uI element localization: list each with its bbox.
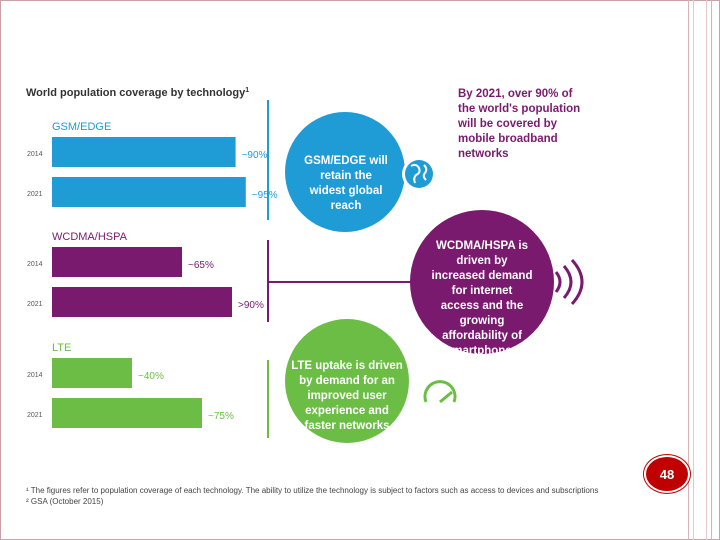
bar-year-2-0: 2014: [27, 372, 43, 379]
bar-value-label-2-0: ~40%: [138, 371, 164, 382]
chart-title: World population coverage by technology1: [26, 87, 249, 99]
callout-circle-wcdma: [410, 210, 554, 354]
footnote-2: ² GSA (October 2015): [26, 497, 104, 506]
callout-circle-lte: [285, 319, 409, 443]
signal-wave-icon-3: [570, 258, 584, 306]
bar-value-label-1-1: >90%: [238, 300, 264, 311]
bar-0-0: [52, 137, 236, 167]
bar-year-0-0: 2014: [27, 151, 43, 158]
bar-year-1-1: 2021: [27, 301, 43, 308]
bar-1-0: [52, 247, 182, 277]
page-number-badge: 48: [644, 455, 690, 493]
speedometer-icon: [423, 380, 457, 403]
speedometer-needle: [439, 390, 453, 404]
bar-2-1: [52, 398, 202, 428]
callout-text-wcdma: WCDMA/HSPA is driven by increased demand fo…: [432, 240, 533, 357]
callout-text-gsm: GSM/EDGE will retain the widest global reac…: [304, 155, 388, 212]
bar-year-0-1: 2021: [27, 191, 43, 198]
signal-wave-icon-1: [554, 271, 562, 293]
callout-circle-gsm: [285, 112, 405, 232]
bar-0-1: [52, 177, 246, 207]
series-label-0: GSM/EDGE: [52, 121, 111, 133]
globe-icon-continents: [410, 163, 428, 184]
footnote-1: ¹ The figures refer to population covera…: [26, 486, 599, 495]
bar-value-label-2-1: ~75%: [208, 411, 234, 422]
callout-text-lte: LTE uptake is driven by demand for an impr…: [291, 360, 403, 432]
bar-2-0: [52, 358, 132, 388]
bar-year-1-0: 2014: [27, 261, 43, 268]
series-label-1: WCDMA/HSPA: [52, 231, 128, 243]
slide-border-decoration: [688, 0, 712, 540]
signal-wave-icon-2: [562, 265, 573, 299]
bar-value-label-0-0: ~90%: [242, 150, 268, 161]
bar-1-1: [52, 287, 232, 317]
bar-year-2-1: 2021: [27, 412, 43, 419]
bar-value-label-1-0: ~65%: [188, 260, 214, 271]
headline-text: By 2021, over 90% of the world's populati…: [457, 88, 580, 160]
bar-value-label-0-1: ~95%: [252, 190, 278, 201]
series-label-2: LTE: [52, 342, 71, 354]
